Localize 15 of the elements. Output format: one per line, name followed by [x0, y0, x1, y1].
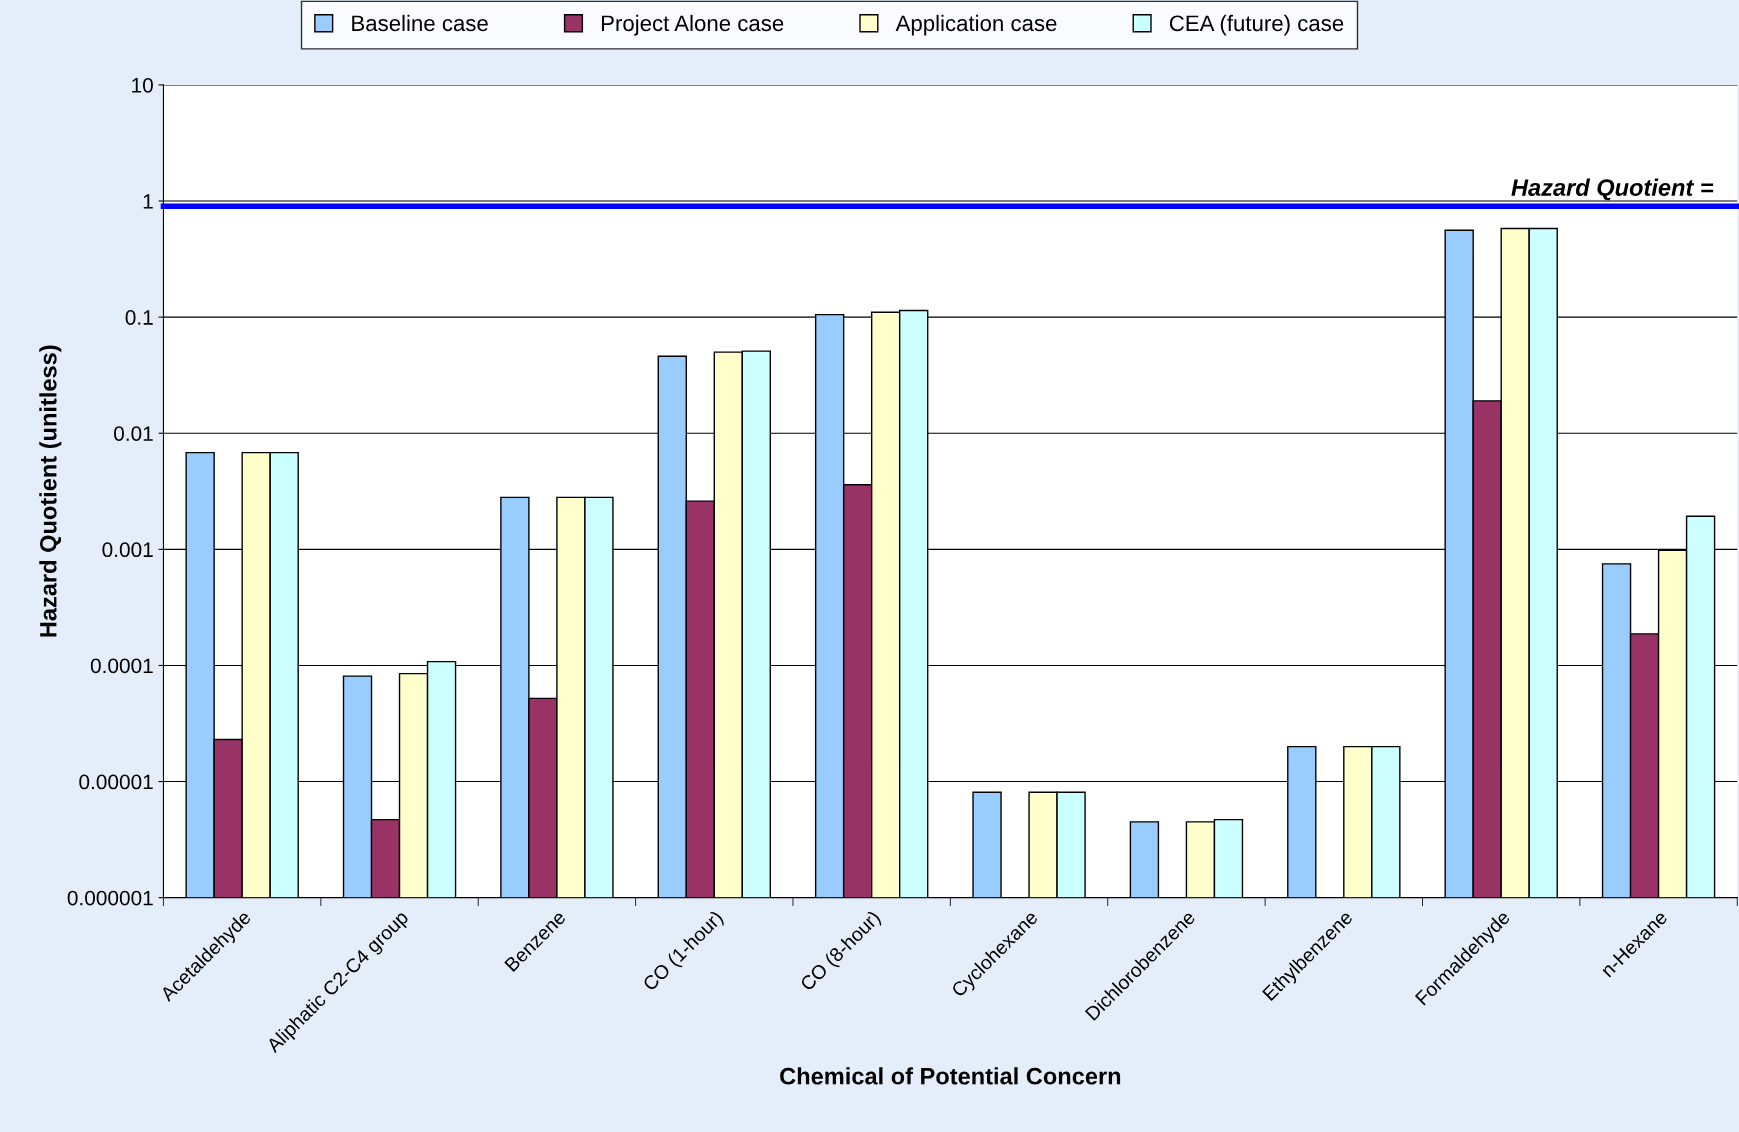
y-tick-label: 0.01	[114, 426, 153, 441]
x-axis-title: Chemical of Potential Concern	[780, 1067, 1121, 1085]
ref-line-label: Hazard Quotient =	[1511, 178, 1714, 201]
y-tick-label: 10	[132, 77, 153, 93]
y-tick-label: 0.0001	[90, 658, 153, 674]
y-tick-label: 0.1	[125, 310, 153, 325]
legend-label: Baseline case	[352, 14, 488, 32]
legend-label: CEA (future) case	[1169, 14, 1344, 36]
y-tick-label: 0.001	[102, 542, 153, 558]
y-axis-title: Hazard Quotient (unitless)	[39, 345, 62, 637]
legend-label: Project Alone case	[601, 14, 784, 36]
legend-label: Application case	[895, 14, 1057, 36]
y-tick-label: 0.000001	[67, 890, 153, 906]
y-tick-label: 1	[143, 194, 153, 209]
y-tick-label: 0.00001	[79, 774, 153, 790]
